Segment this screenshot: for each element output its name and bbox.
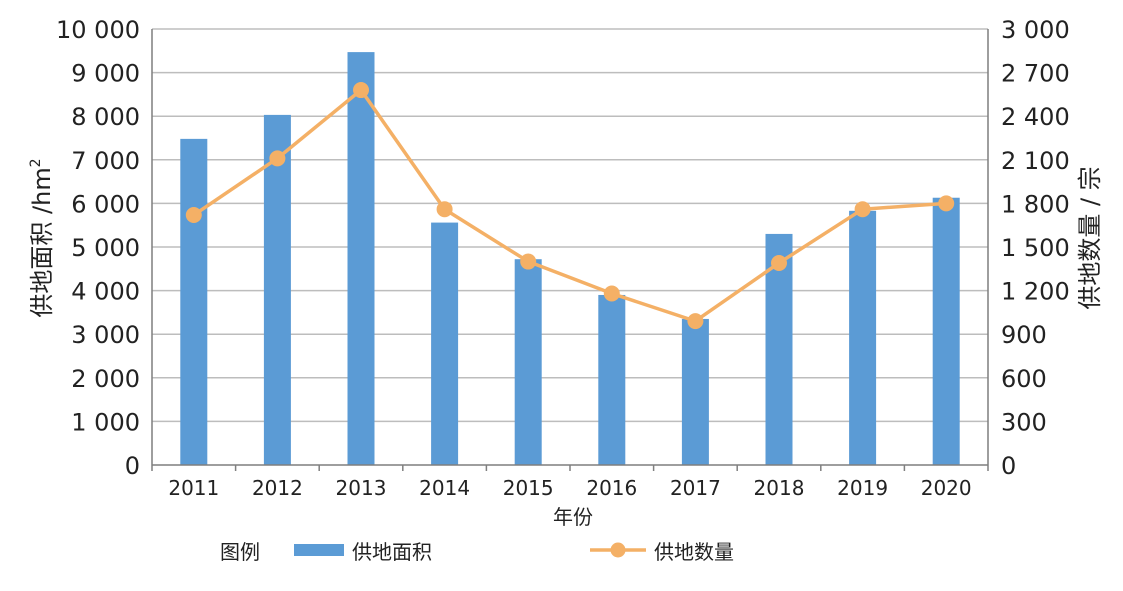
y-right-tick-label: 1 500 xyxy=(1001,234,1070,262)
y-left-tick-label: 10 000 xyxy=(56,16,140,44)
bar xyxy=(681,318,709,465)
y-right-tick-label: 2 400 xyxy=(1001,103,1070,131)
y-axis-left-title: 供地面积 /hm2 xyxy=(28,158,56,317)
bar xyxy=(849,210,877,465)
y-left-tick-label: 3 000 xyxy=(71,321,140,349)
bar xyxy=(765,233,793,465)
y-left-tick-label: 2 000 xyxy=(71,365,140,393)
x-tick-label: 2013 xyxy=(336,476,387,500)
count-point xyxy=(771,254,787,271)
count-point xyxy=(520,253,537,270)
y-left-tick-label: 4 000 xyxy=(71,278,140,306)
x-tick-label: 2019 xyxy=(837,476,888,500)
y-axis-right-title: 供地数量 / 宗 xyxy=(1076,166,1104,309)
x-tick-label: 2011 xyxy=(168,476,219,500)
count-point xyxy=(854,201,871,218)
y-right-tick-label: 1 200 xyxy=(1001,278,1070,306)
bar xyxy=(431,222,459,465)
bar xyxy=(598,294,626,465)
y-left-tick-label: 6 000 xyxy=(71,190,140,218)
count-point xyxy=(185,207,202,224)
legend: 图例 供地面积 供地数量 xyxy=(220,540,734,564)
x-axis-title: 年份 xyxy=(553,505,593,529)
x-tick-label: 2015 xyxy=(503,476,554,500)
x-tick-label: 2017 xyxy=(670,476,721,500)
count-point xyxy=(603,285,620,302)
y-right-tick-label: 300 xyxy=(1001,408,1047,436)
axes xyxy=(151,29,989,471)
y-left-tick-label: 5 000 xyxy=(71,234,140,262)
count-line xyxy=(192,88,947,323)
legend-label-count: 供地数量 xyxy=(654,540,734,564)
tick-labels: 0 0 1 000 300 2 000 600 3 000 900 4 000 1 200 5 00… xyxy=(56,16,1070,500)
bar xyxy=(347,52,375,465)
y-left-tick-label: 9 000 xyxy=(71,60,140,88)
y-left-tick-label: 8 000 xyxy=(71,103,140,131)
x-tick-label: 2012 xyxy=(252,476,303,500)
count-point xyxy=(687,313,704,330)
y-left-tick-label: 7 000 xyxy=(71,147,140,175)
y-right-tick-label: 0 xyxy=(1001,452,1016,480)
count-point xyxy=(436,201,453,218)
legend-title: 图例 xyxy=(220,540,260,564)
x-tick-label: 2018 xyxy=(754,476,805,500)
count-point xyxy=(353,82,369,99)
legend-swatch-count-marker xyxy=(610,542,626,558)
count-point xyxy=(938,195,955,212)
x-tick-label: 2016 xyxy=(586,476,637,500)
y-left-tick-label: 1 000 xyxy=(71,408,140,436)
line-series xyxy=(185,82,955,330)
bar xyxy=(180,138,208,465)
bar xyxy=(932,197,960,465)
y-right-tick-label: 900 xyxy=(1001,321,1047,349)
y-right-tick-label: 600 xyxy=(1001,365,1047,393)
grid-lines xyxy=(152,28,988,423)
legend-swatch-area xyxy=(294,544,344,556)
x-tick-label: 2014 xyxy=(419,476,470,500)
y-right-tick-label: 2 700 xyxy=(1001,60,1070,88)
y-left-tick-label: 0 xyxy=(125,452,140,480)
y-right-tick-label: 3 000 xyxy=(1001,16,1070,44)
y-right-tick-label: 2 100 xyxy=(1001,147,1070,175)
bar xyxy=(514,259,542,465)
x-tick-label: 2020 xyxy=(921,476,972,500)
legend-label-area: 供地面积 xyxy=(352,540,432,564)
y-right-tick-label: 1 800 xyxy=(1001,190,1070,218)
bar xyxy=(263,114,291,465)
bar-series xyxy=(180,52,960,465)
count-point xyxy=(269,150,286,167)
